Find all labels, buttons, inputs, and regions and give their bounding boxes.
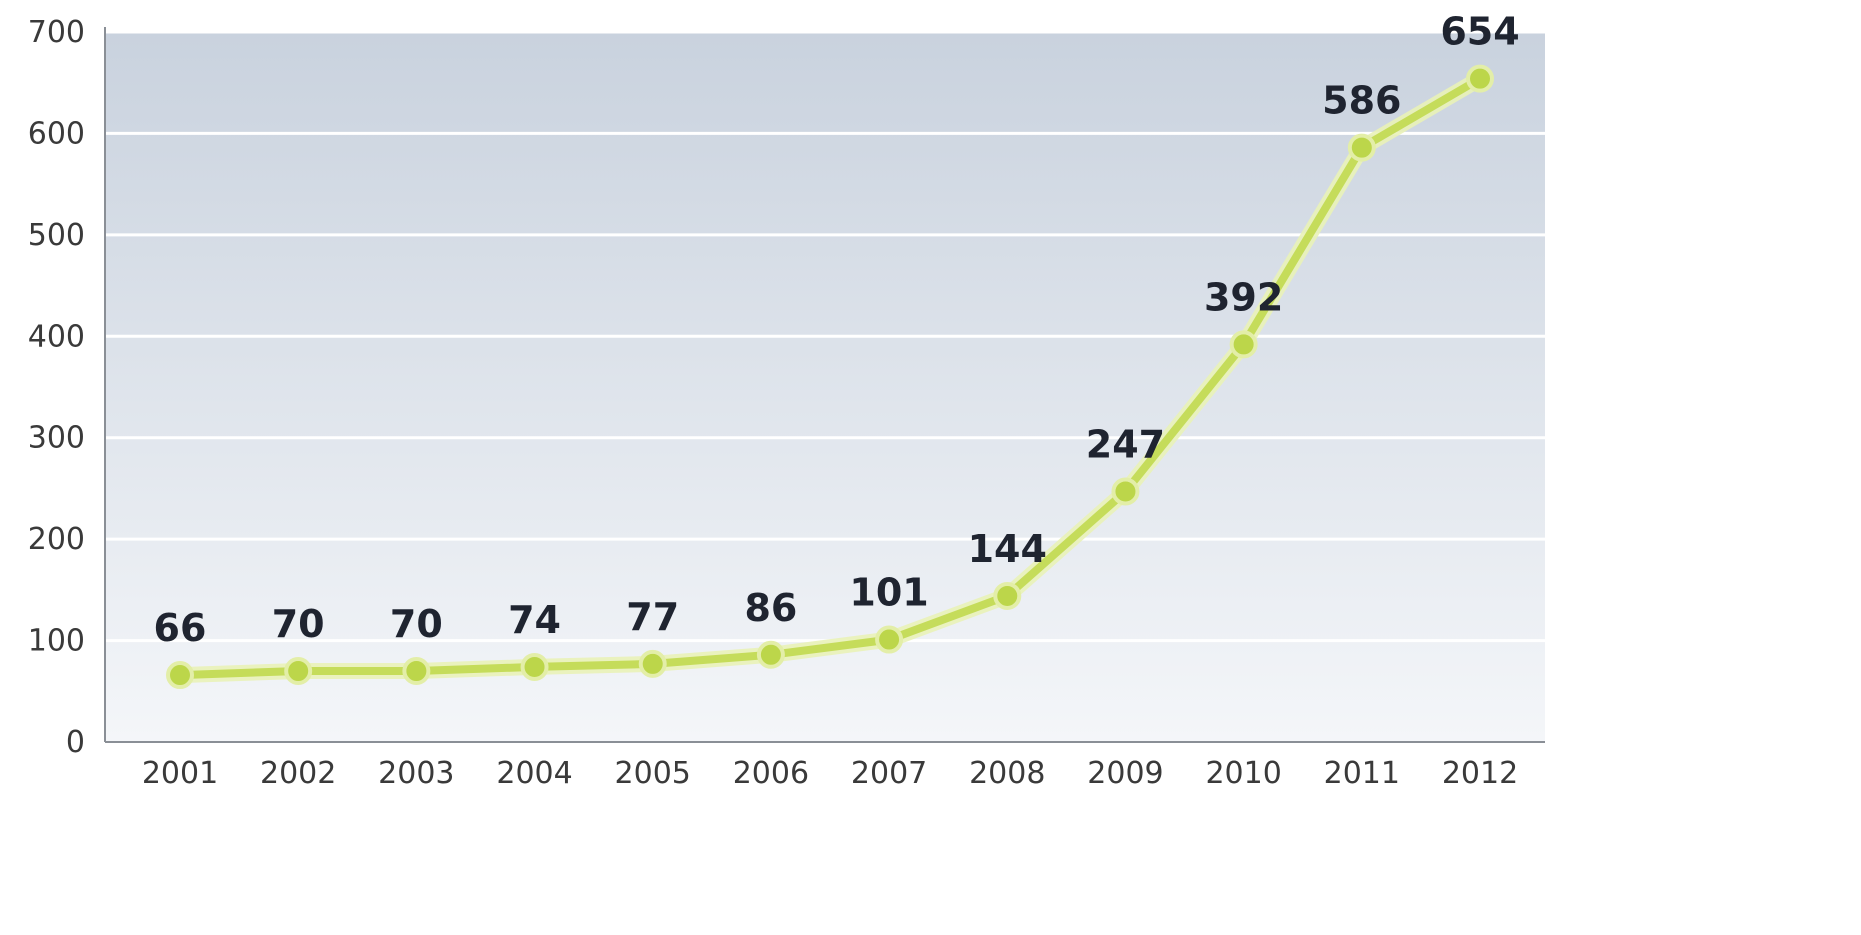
- y-tick-label: 200: [28, 522, 85, 557]
- data-label: 144: [968, 527, 1047, 571]
- data-point: [1229, 330, 1258, 359]
- data-point: [284, 657, 313, 685]
- data-label: 247: [1086, 422, 1165, 466]
- data-label: 86: [744, 586, 797, 630]
- data-point: [1347, 133, 1376, 162]
- data-label: 654: [1440, 10, 1519, 54]
- y-tick-label: 400: [28, 319, 85, 354]
- x-tick-label: 2003: [378, 756, 454, 791]
- x-tick-label: 2008: [969, 756, 1045, 791]
- x-tick-label: 2007: [851, 756, 927, 791]
- y-tick-label: 300: [28, 421, 85, 456]
- data-point: [1466, 64, 1494, 93]
- data-point: [875, 625, 904, 654]
- data-point: [993, 581, 1022, 610]
- data-point: [756, 640, 785, 669]
- data-label: 70: [272, 602, 325, 646]
- x-tick-label: 2010: [1205, 756, 1281, 791]
- y-tick-label: 700: [28, 15, 85, 50]
- series-line: [176, 74, 1484, 680]
- x-tick-label: 2011: [1324, 756, 1400, 791]
- data-label: 70: [390, 602, 443, 646]
- x-tick-label: 2002: [260, 756, 336, 791]
- x-tick-label: 2004: [496, 756, 572, 791]
- y-tick-label: 0: [66, 725, 85, 760]
- y-tick-label: 600: [28, 116, 85, 151]
- x-tick-label: 2012: [1442, 756, 1518, 791]
- plot-background: [105, 32, 1545, 742]
- data-label: 77: [626, 595, 679, 639]
- data-label: 392: [1204, 275, 1283, 319]
- data-point: [402, 657, 431, 685]
- x-tick-label: 2001: [142, 756, 218, 791]
- data-label: 101: [849, 571, 928, 615]
- x-tick-label: 2006: [733, 756, 809, 791]
- data-point: [1111, 477, 1140, 506]
- x-tick-label: 2005: [615, 756, 691, 791]
- y-tick-label: 500: [28, 218, 85, 253]
- data-label: 586: [1322, 79, 1401, 123]
- data-point: [166, 661, 194, 690]
- data-label: 66: [154, 606, 207, 650]
- data-point: [520, 652, 549, 681]
- data-point: [638, 649, 667, 678]
- data-label: 74: [508, 598, 561, 642]
- x-tick-label: 2009: [1087, 756, 1163, 791]
- y-tick-label: 100: [28, 624, 85, 659]
